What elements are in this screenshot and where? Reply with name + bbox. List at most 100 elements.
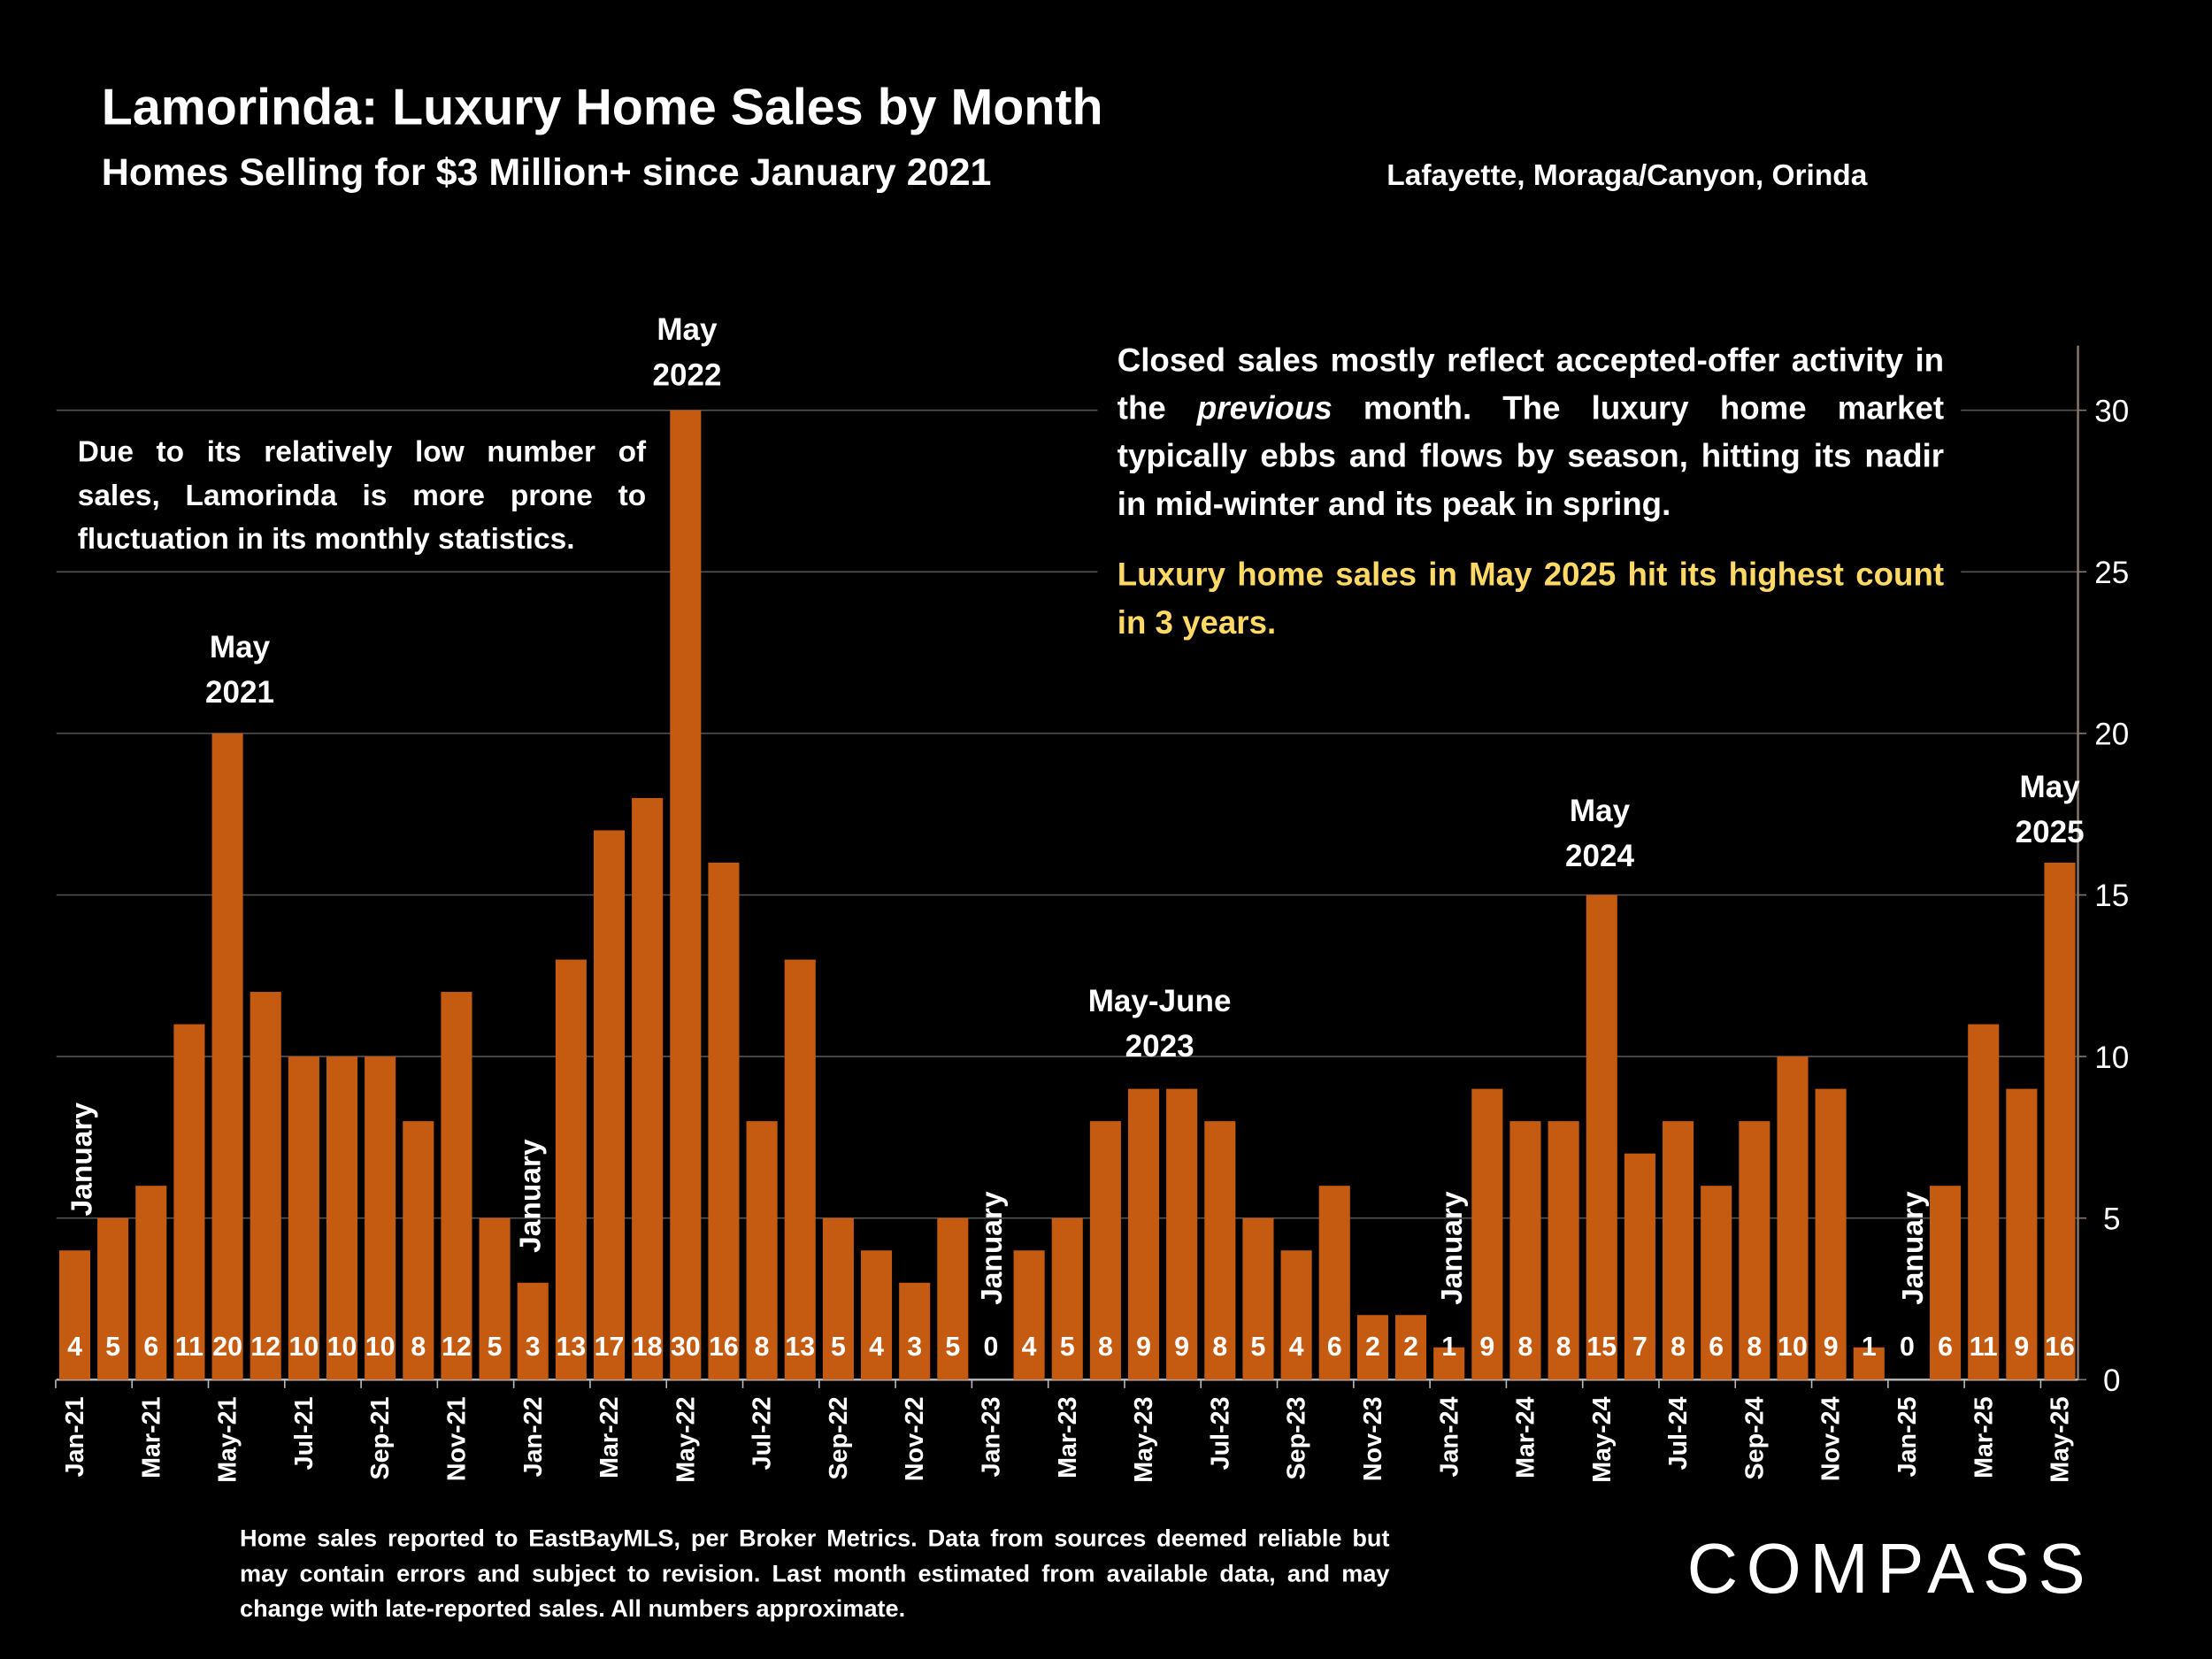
value-label: 6 (1938, 1333, 1953, 1362)
x-tick-label: Nov-24 (1817, 1396, 1846, 1481)
value-label: 1 (1862, 1333, 1877, 1362)
bar (899, 1282, 931, 1380)
bar (937, 1217, 969, 1380)
bar (479, 1217, 511, 1380)
footnote-box: Home sales reported to EastBayMLS, per B… (240, 1525, 1390, 1623)
value-label: 6 (143, 1333, 158, 1362)
annotation: May (657, 312, 718, 347)
annotation: 2023 (1125, 1029, 1194, 1064)
value-label: 9 (1136, 1333, 1151, 1362)
value-label: 0 (984, 1333, 999, 1362)
bar (1739, 1121, 1770, 1380)
annotation: May-June (1088, 984, 1232, 1018)
value-label: 5 (105, 1333, 120, 1362)
value-label: 10 (289, 1333, 319, 1362)
value-label: 10 (365, 1333, 396, 1362)
bar (1356, 1315, 1388, 1380)
bar (746, 1121, 778, 1380)
x-tick-label: May-23 (1130, 1396, 1158, 1482)
value-label: 1 (1441, 1333, 1456, 1362)
bar (784, 959, 816, 1380)
bar (1930, 1186, 1962, 1380)
bar (555, 959, 587, 1380)
x-tick-label: Mar-21 (137, 1396, 165, 1479)
value-label: 13 (785, 1333, 815, 1362)
x-tick-label: Jan-23 (978, 1396, 1006, 1477)
value-label: 10 (327, 1333, 357, 1362)
value-label: 9 (1479, 1333, 1494, 1362)
annotation: May (1570, 794, 1631, 828)
bar (822, 1217, 854, 1380)
annotation: 2021 (205, 675, 274, 710)
annotation: 2022 (652, 357, 721, 392)
value-label: 2 (1365, 1333, 1380, 1362)
annotation: January (1436, 1191, 1469, 1305)
value-label: 10 (1778, 1333, 1808, 1362)
value-label: 9 (2014, 1333, 2029, 1362)
bar (288, 1056, 319, 1380)
bar (1013, 1250, 1045, 1380)
value-label: 8 (1212, 1333, 1227, 1362)
value-label: 11 (1970, 1333, 1998, 1362)
value-label: 12 (442, 1333, 472, 1362)
bar (1051, 1217, 1083, 1380)
note-italic: previous (1196, 389, 1333, 426)
footnote: Home sales reported to EastBayMLS, per B… (240, 1525, 1390, 1623)
value-label: 0 (1900, 1333, 1915, 1362)
value-label: 4 (67, 1333, 82, 1362)
annotation: January (976, 1191, 1009, 1305)
x-tick-label: Jul-21 (290, 1396, 319, 1470)
x-tick-label: Mar-24 (1512, 1396, 1540, 1479)
x-tick-label: Sep-23 (1283, 1396, 1311, 1479)
bar (2006, 1088, 2038, 1380)
y-tick-label: 0 (2103, 1363, 2121, 1398)
note-right-box: Closed sales mostly reflect accepted-off… (1118, 335, 1944, 641)
note-right: Closed sales mostly reflect accepted-off… (1118, 335, 1944, 527)
bar (1777, 1056, 1809, 1380)
note-backdrop (1097, 333, 1962, 678)
value-label: 9 (1174, 1333, 1189, 1362)
value-label: 6 (1327, 1333, 1342, 1362)
bar (1701, 1186, 1732, 1380)
note-left: Due to its relatively low number of sale… (77, 435, 647, 557)
value-label: 13 (557, 1333, 587, 1362)
value-label: 5 (831, 1333, 846, 1362)
value-label: 2 (1403, 1333, 1418, 1362)
bar (593, 830, 626, 1380)
bar (1280, 1250, 1312, 1380)
bar (250, 992, 281, 1380)
value-label: 8 (755, 1333, 770, 1362)
x-tick-label: Sep-24 (1740, 1396, 1769, 1479)
bar (517, 1282, 549, 1380)
note-text: month. The luxury home market typically … (1117, 389, 1945, 522)
y-tick-label: 20 (2094, 718, 2129, 752)
chart-title: Lamorinda: Luxury Home Sales by Month (102, 79, 1103, 135)
bar (860, 1250, 893, 1380)
y-tick-label: 25 (2094, 556, 2129, 590)
bar (1128, 1088, 1160, 1380)
value-label: 4 (1022, 1333, 1037, 1362)
bar (173, 1024, 205, 1380)
bar (365, 1056, 396, 1380)
value-label: 3 (526, 1333, 541, 1362)
bar (1663, 1121, 1694, 1380)
location: Lafayette, Moraga/Canyon, Orinda (1386, 159, 1867, 192)
x-tick-label: Sep-22 (825, 1396, 853, 1479)
value-label: 5 (488, 1333, 503, 1362)
annotation: January (1897, 1191, 1930, 1305)
logo: COMPASS (1687, 1529, 2094, 1608)
annotation: January (66, 1102, 99, 1217)
value-label: 8 (1671, 1333, 1686, 1362)
value-label: 6 (1709, 1333, 1724, 1362)
bar (441, 992, 472, 1380)
x-tick-label: May-22 (672, 1396, 700, 1482)
value-label: 20 (212, 1333, 242, 1362)
bar (632, 797, 664, 1380)
bar (1395, 1315, 1427, 1380)
x-tick-label: Jan-22 (519, 1396, 548, 1477)
bar (1433, 1347, 1465, 1380)
value-label: 7 (1632, 1333, 1647, 1362)
x-tick-label: Jul-24 (1664, 1396, 1693, 1470)
